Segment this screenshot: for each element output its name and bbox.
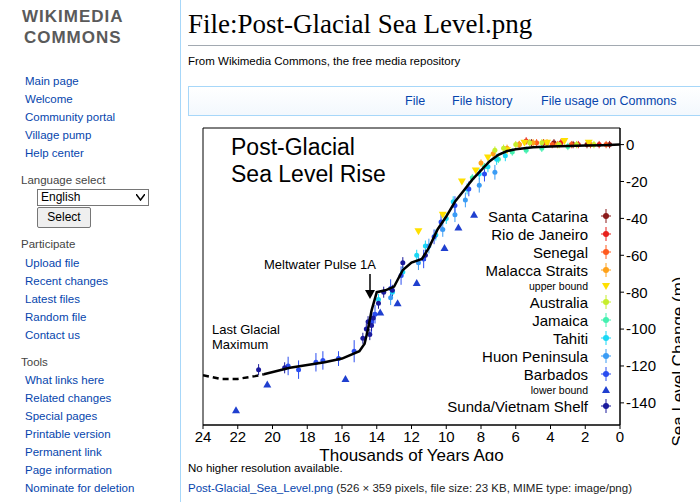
svg-text:24: 24: [195, 428, 212, 445]
svg-text:22: 22: [229, 428, 246, 445]
html-text:Recent changes: Recent changes: [25, 275, 109, 287]
html-text:Post-Glacial_Sea_Level.png (52: Post-Glacial_Sea_Level.png (526 × 359 pi…: [188, 482, 632, 494]
html-text:Rio de Janeiro: Rio de Janeiro: [491, 225, 588, 243]
svg-text:Thousands of Years Ago: Thousands of Years Ago: [319, 446, 503, 461]
html-text:Latest files: Latest files: [25, 293, 80, 305]
svg-text:Sea Level Change (m): Sea Level Change (m): [669, 277, 680, 447]
html-text:Welcome: Welcome: [25, 93, 73, 105]
html-text:Sea Level Rise: Sea Level Rise: [231, 161, 386, 187]
html-text:Village pump: Village pump: [25, 129, 92, 141]
svg-text:8: 8: [477, 428, 485, 445]
html-text:Language select: Language select: [21, 174, 106, 186]
svg-text:20: 20: [264, 428, 281, 445]
html-text:lower bound: lower bound: [530, 384, 588, 396]
html-text:Barbados: Barbados: [523, 365, 588, 383]
svg-text:16: 16: [334, 428, 351, 445]
html-text:File history: File history: [452, 94, 513, 108]
html-text:Senegal: Senegal: [532, 243, 588, 261]
html-text:Huon Peninsula: Huon Peninsula: [482, 347, 588, 365]
html-text:File:Post-Glacial Sea Level.pn: File:Post-Glacial Sea Level.png: [188, 9, 533, 39]
svg-text:-20: -20: [626, 173, 648, 190]
html-text:Sunda/Vietnam Shelf: Sunda/Vietnam Shelf: [447, 397, 588, 415]
svg-text:-80: -80: [626, 284, 648, 301]
html-text:File usage on Commons: File usage on Commons: [541, 94, 677, 108]
html-text:Printable version: Printable version: [25, 428, 111, 440]
html-text:Permanent link: Permanent link: [25, 446, 102, 458]
html-text:Malacca Straits: Malacca Straits: [485, 261, 588, 279]
svg-text:2: 2: [581, 428, 589, 445]
svg-text:0: 0: [616, 428, 624, 445]
svg-text:-60: -60: [626, 247, 648, 264]
html-text:Special pages: Special pages: [25, 410, 98, 422]
html-text:Contact us: Contact us: [25, 329, 80, 341]
html-text:Tahiti: Tahiti: [553, 329, 588, 347]
html-text:Jamaica: Jamaica: [532, 311, 588, 329]
html-text:Last Glacial: Last Glacial: [212, 322, 280, 337]
svg-text:10: 10: [438, 428, 455, 445]
html-text:What links here: What links here: [25, 374, 105, 386]
html-text:Participate: Participate: [21, 238, 76, 250]
html-text:Upload file: Upload file: [25, 257, 80, 269]
html-text:Maximum: Maximum: [212, 337, 269, 352]
html-text:upper bound: upper bound: [529, 280, 588, 292]
svg-text:18: 18: [299, 428, 316, 445]
html-text:Post-Glacial: Post-Glacial: [231, 134, 355, 160]
html-text:Select: Select: [47, 210, 81, 224]
svg-text:-140: -140: [626, 394, 656, 411]
html-text:Santa Catarina: Santa Catarina: [487, 207, 588, 225]
html-text:WIKIMEDIA: WIKIMEDIA: [22, 7, 124, 26]
html-text:Random file: Random file: [25, 311, 87, 323]
svg-text:4: 4: [546, 428, 554, 445]
html-text:Community portal: Community portal: [25, 111, 116, 123]
html-text:Main page: Main page: [25, 75, 79, 87]
html-text:Tools: Tools: [21, 356, 48, 368]
svg-text:-40: -40: [626, 210, 648, 227]
svg-text:-120: -120: [626, 357, 656, 374]
html-text:File: File: [405, 94, 426, 108]
html-text:Australia: Australia: [529, 293, 588, 311]
html-text:Help center: Help center: [25, 147, 84, 159]
html-text:Meltwater Pulse 1A: Meltwater Pulse 1A: [264, 257, 376, 272]
svg-text:6: 6: [512, 428, 520, 445]
html-text:Nominate for deletion: Nominate for deletion: [25, 482, 135, 494]
svg-text:0: 0: [626, 136, 634, 153]
html-text:English: English: [41, 190, 81, 204]
html-text:Page information: Page information: [25, 464, 112, 476]
html-text:From Wikimedia Commons, the fr: From Wikimedia Commons, the free media r…: [188, 55, 461, 67]
svg-text:14: 14: [368, 428, 385, 445]
html-text:Related changes: Related changes: [25, 392, 112, 404]
html-text:No higher resolution available: No higher resolution available.: [188, 462, 343, 474]
svg-text:12: 12: [403, 428, 420, 445]
html-text:COMMONS: COMMONS: [23, 28, 122, 47]
svg-text:-100: -100: [626, 320, 656, 337]
